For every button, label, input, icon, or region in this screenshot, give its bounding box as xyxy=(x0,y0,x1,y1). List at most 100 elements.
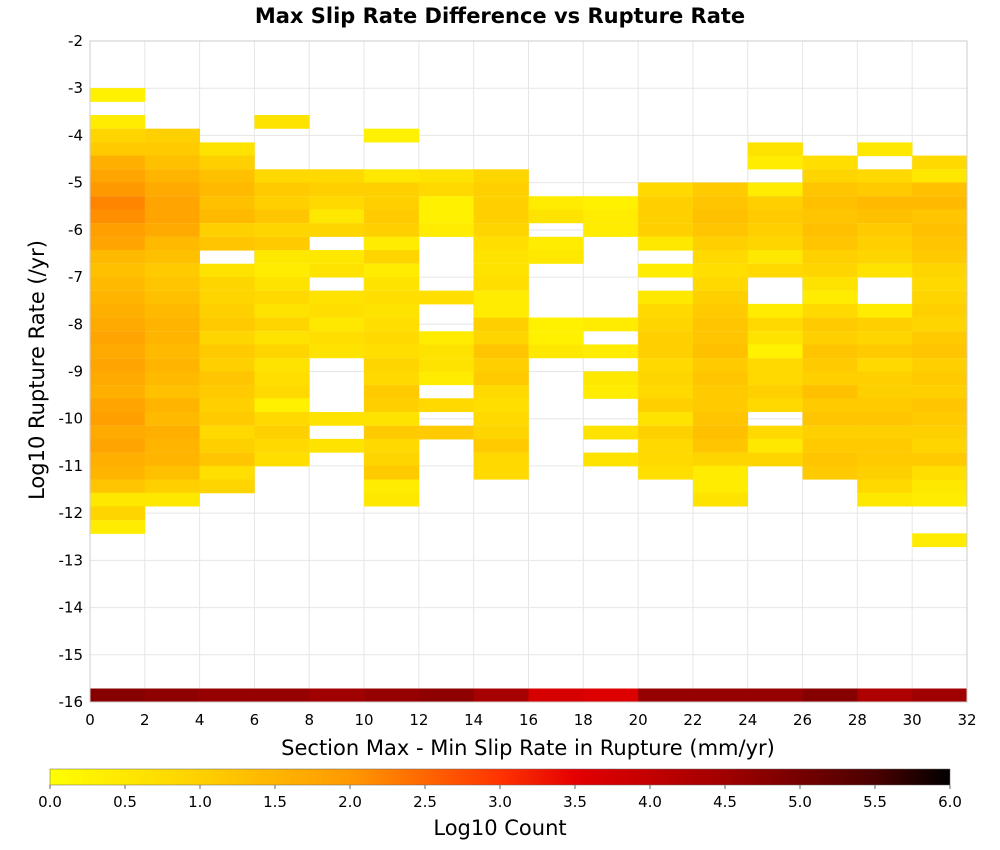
y-tick-label: -10 xyxy=(59,410,84,428)
heatmap-cell xyxy=(90,263,146,278)
heatmap-cell xyxy=(418,182,474,197)
heatmap-cell xyxy=(638,425,694,440)
heatmap-cell xyxy=(364,128,420,143)
heatmap-cell xyxy=(418,331,474,346)
heatmap-cell xyxy=(747,385,803,399)
heatmap-cell xyxy=(309,182,365,197)
heatmap-cell xyxy=(309,196,365,210)
heatmap-cell xyxy=(802,263,858,278)
x-tick-label: 4 xyxy=(195,711,205,729)
heatmap-cell xyxy=(90,88,146,102)
y-tick-label: -3 xyxy=(68,79,83,97)
heatmap-cell xyxy=(90,303,146,318)
heatmap-cell xyxy=(912,223,968,237)
colorbar-tick-label: 5.5 xyxy=(863,793,887,811)
heatmap-cell xyxy=(418,196,474,210)
x-tick-label: 0 xyxy=(85,711,95,729)
heatmap-cell xyxy=(912,155,968,170)
heatmap-cell xyxy=(144,263,200,278)
heatmap-cell xyxy=(199,169,255,184)
heatmap-cell xyxy=(418,371,474,386)
heatmap-cell xyxy=(638,209,694,224)
y-axis-label: Log10 Rupture Rate (/yr) xyxy=(25,240,49,500)
heatmap-cell xyxy=(802,290,858,305)
heatmap-cell xyxy=(254,452,310,467)
heatmap-cell xyxy=(364,182,420,197)
heatmap-cell xyxy=(473,250,529,264)
heatmap-cell xyxy=(692,479,749,494)
heatmap-cell xyxy=(528,250,584,264)
colorbar-tick-label: 0.5 xyxy=(113,793,137,811)
heatmap-cell xyxy=(90,114,146,129)
heatmap-cell xyxy=(802,155,858,170)
heatmap-cell xyxy=(418,169,474,184)
heatmap-cell xyxy=(418,358,474,372)
heatmap-cell xyxy=(254,303,310,318)
heatmap-cell xyxy=(364,236,420,251)
y-tick-label: -14 xyxy=(59,599,84,617)
heatmap-cell xyxy=(638,452,694,467)
heatmap-cell xyxy=(583,209,639,224)
y-tick-label: -13 xyxy=(59,551,84,569)
heatmap-cell xyxy=(364,250,420,264)
heatmap-cell xyxy=(638,465,694,480)
heatmap-cell xyxy=(912,358,968,372)
heatmap-cell xyxy=(528,344,584,359)
heatmap-cell xyxy=(802,688,858,702)
heatmap-cell xyxy=(912,331,968,346)
heatmap-cell xyxy=(857,344,913,359)
heatmap-cell xyxy=(144,317,200,332)
heatmap-cells xyxy=(90,88,968,702)
heatmap-cell xyxy=(747,331,803,346)
heatmap-cell xyxy=(199,223,255,237)
heatmap-cell xyxy=(90,128,146,143)
y-tick-label: -12 xyxy=(59,504,84,522)
x-tick-label: 2 xyxy=(140,711,150,729)
heatmap-cell xyxy=(364,344,420,359)
y-tick-label: -15 xyxy=(59,646,84,664)
heatmap-cell xyxy=(802,371,858,386)
heatmap-cell xyxy=(364,276,420,291)
heatmap-cell xyxy=(802,425,858,440)
heatmap-cell xyxy=(583,688,639,702)
heatmap-cell xyxy=(747,223,803,237)
heatmap-cell xyxy=(144,250,200,264)
heatmap-cell xyxy=(90,425,146,440)
heatmap-cell xyxy=(638,223,694,237)
heatmap-cell xyxy=(199,385,255,399)
heatmap-cell xyxy=(364,398,420,413)
heatmap-cell xyxy=(254,250,310,264)
heatmap-cell xyxy=(90,492,146,507)
heatmap-cell xyxy=(912,263,968,278)
heatmap-cell xyxy=(912,398,968,413)
heatmap-cell xyxy=(309,209,365,224)
heatmap-cell xyxy=(802,317,858,332)
heatmap-cell xyxy=(144,358,200,372)
heatmap-cell xyxy=(528,331,584,346)
heatmap-cell xyxy=(90,688,146,702)
heatmap-cell xyxy=(857,223,913,237)
heatmap-cell xyxy=(638,411,694,426)
colorbar-tick-label: 1.0 xyxy=(188,793,212,811)
heatmap-cell xyxy=(90,169,146,184)
heatmap-cell xyxy=(473,398,529,413)
heatmap-cell xyxy=(364,169,420,184)
heatmap-cell xyxy=(857,492,913,507)
heatmap-cell xyxy=(638,371,694,386)
heatmap-cell xyxy=(254,385,310,399)
heatmap-cell xyxy=(747,438,803,453)
heatmap-cell xyxy=(254,438,310,453)
colorbar-tick-label: 4.5 xyxy=(713,793,737,811)
heatmap-cell xyxy=(692,398,749,413)
heatmap-cell xyxy=(364,452,420,467)
heatmap-cell xyxy=(912,425,968,440)
colorbar-tick-labels: 0.0 0.5 1.0 1.5 2.0 2.5 3.0 3.5 4.0 4.5 5.0 5.5 6.0 xyxy=(38,785,962,811)
heatmap-cell xyxy=(912,236,968,251)
x-tick-label: 24 xyxy=(738,711,757,729)
heatmap-cell xyxy=(857,209,913,224)
heatmap-cell xyxy=(747,250,803,264)
heatmap-cell xyxy=(309,290,365,305)
heatmap-cell xyxy=(144,276,200,291)
heatmap-cell xyxy=(473,344,529,359)
